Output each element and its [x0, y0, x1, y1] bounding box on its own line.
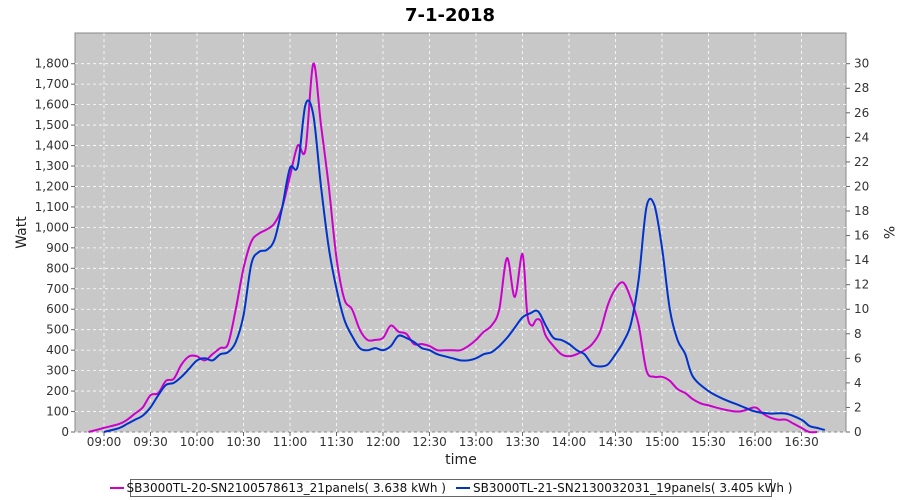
x-tick-label: 13:00: [459, 435, 494, 449]
y2-tick-label: 6: [854, 351, 862, 365]
y2-tick-label: 24: [854, 130, 869, 144]
y2-axis-title: %: [880, 226, 896, 239]
y-tick-label: 200: [46, 384, 69, 398]
y2-tick-label: 10: [854, 302, 869, 316]
y2-tick-label: 18: [854, 204, 869, 218]
y-tick-label: 1,600: [35, 98, 69, 112]
x-tick-label: 15:30: [691, 435, 726, 449]
series-line-1: [88, 62, 818, 434]
legend-label-series-2: SB3000TL-21-SN2130032031_19panels( 3.405…: [473, 481, 793, 495]
x-tick-label: 10:30: [226, 435, 261, 449]
chart-title: 7-1-2018: [405, 5, 495, 26]
y-tick-label: 400: [46, 343, 69, 357]
series-lines: [88, 62, 826, 434]
x-axis-title: time: [445, 452, 477, 468]
y-tick-label: 0: [61, 425, 69, 439]
y-tick-label: 1,200: [35, 179, 69, 193]
y-axis-title: Watt: [14, 216, 30, 249]
legend-swatch-series-2: [456, 487, 470, 489]
plot-area: [74, 32, 847, 433]
y-tick-label: 1,800: [35, 57, 69, 71]
y-tick-label: 100: [46, 405, 69, 419]
x-tick-label: 12:00: [366, 435, 401, 449]
y-tick-label: 1,400: [35, 139, 69, 153]
y2-tick-label: 2: [854, 400, 862, 414]
y2-tick-label: 20: [854, 179, 869, 193]
y2-tick-label: 0: [854, 425, 862, 439]
y2-tick-label: 22: [854, 155, 869, 169]
x-tick-label: 11:30: [319, 435, 354, 449]
x-tick-label: 14:00: [552, 435, 587, 449]
y-tick-label: 600: [46, 302, 69, 316]
series-line-2: [103, 99, 826, 433]
x-tick-label: 09:30: [133, 435, 168, 449]
legend-label-series-1: SB3000TL-20-SN2100578613_21panels( 3.638…: [126, 481, 446, 495]
y2-tick-label: 4: [854, 376, 862, 390]
x-tick-label: 09:00: [87, 435, 122, 449]
y-tick-label: 300: [46, 364, 69, 378]
y2-tick-label: 28: [854, 81, 869, 95]
legend-item-series-1: SB3000TL-20-SN2100578613_21panels( 3.638…: [109, 481, 446, 495]
y-tick-label: 1,500: [35, 118, 69, 132]
y2-tick-label: 14: [854, 253, 869, 267]
y2-tick-label: 26: [854, 106, 869, 120]
y2-tick-label: 12: [854, 278, 869, 292]
axes: 01002003004005006007008009001,0001,1001,…: [35, 57, 870, 449]
legend-item-series-2: SB3000TL-21-SN2130032031_19panels( 3.405…: [456, 481, 792, 495]
x-tick-label: 10:00: [180, 435, 215, 449]
y2-tick-label: 8: [854, 327, 862, 341]
y-tick-label: 900: [46, 241, 69, 255]
y2-tick-label: 30: [854, 57, 869, 71]
y-tick-label: 800: [46, 261, 69, 275]
x-tick-label: 15:00: [645, 435, 680, 449]
y-tick-label: 700: [46, 282, 69, 296]
y-tick-label: 1,700: [35, 77, 69, 91]
y-tick-label: 1,300: [35, 159, 69, 173]
x-tick-label: 11:00: [273, 435, 308, 449]
x-tick-label: 16:30: [784, 435, 819, 449]
x-tick-label: 16:00: [738, 435, 773, 449]
y2-tick-label: 16: [854, 229, 869, 243]
x-tick-label: 13:30: [505, 435, 540, 449]
x-tick-label: 14:30: [598, 435, 633, 449]
legend: SB3000TL-20-SN2100578613_21panels( 3.638…: [109, 479, 792, 497]
y-tick-label: 1,100: [35, 200, 69, 214]
x-tick-label: 12:30: [412, 435, 447, 449]
y-tick-label: 1,000: [35, 220, 69, 234]
legend-swatch-series-1: [109, 487, 124, 489]
gridlines: [75, 33, 846, 433]
y-tick-label: 500: [46, 323, 69, 337]
